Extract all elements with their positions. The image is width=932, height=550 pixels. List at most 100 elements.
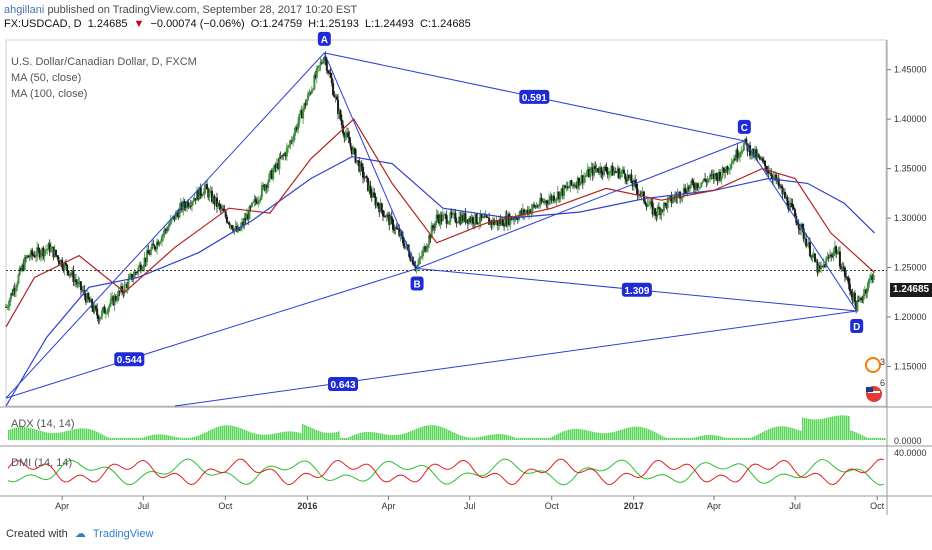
candle-body — [568, 187, 571, 189]
flag-canton — [866, 387, 873, 392]
adx-bar — [246, 430, 248, 440]
adx-bar — [72, 429, 74, 440]
candle-body — [851, 294, 854, 301]
candle-body — [770, 172, 773, 177]
candle-body — [416, 264, 419, 267]
adx-bar — [714, 435, 716, 440]
adx-bar — [794, 428, 796, 440]
adx-bar — [90, 429, 92, 440]
open-value: O:1.24759 — [250, 18, 303, 30]
adx-bar — [492, 434, 494, 440]
adx-bar — [818, 419, 820, 440]
candle-body — [720, 176, 723, 181]
symbol-label[interactable]: FX:USDCAD, D — [4, 18, 82, 30]
candle-body — [309, 92, 312, 94]
candle-body — [867, 280, 870, 288]
adx-bar — [574, 428, 576, 440]
dmi-legend[interactable]: DMI (14, 14) — [11, 457, 73, 469]
events-badge[interactable]: 3 6 — [865, 357, 885, 402]
harmonic-pattern[interactable]: A B C D 0.544 0.591 1.309 0.643 — [5, 31, 864, 407]
adx-bar — [560, 432, 562, 440]
candle-body — [757, 154, 760, 157]
candle-body — [615, 171, 618, 173]
adx-bar — [540, 438, 542, 440]
candle-body — [516, 218, 519, 220]
tradingview-logo-icon: ☁ — [74, 528, 86, 540]
adx-bar — [878, 438, 880, 440]
adx-bar — [238, 427, 240, 440]
candle-body — [103, 306, 106, 314]
candle-body — [861, 299, 864, 301]
author-link[interactable]: ahgillani — [4, 4, 45, 16]
adx-bar — [132, 438, 134, 440]
adx-bar — [164, 434, 166, 440]
candle-body — [791, 203, 794, 208]
adx-bar — [54, 433, 56, 440]
adx-bar — [490, 434, 492, 440]
candle-body — [520, 210, 523, 215]
candle-body — [729, 168, 732, 170]
pattern-point-d-box — [850, 319, 864, 334]
candle-body — [657, 207, 660, 209]
candle-body — [249, 206, 252, 208]
adx-bar — [804, 417, 806, 440]
candle-body — [702, 178, 705, 182]
adx-bar — [398, 434, 400, 440]
adx-bar — [382, 433, 384, 440]
candle-body — [62, 267, 65, 271]
adx-bar — [726, 438, 728, 440]
candle-body — [384, 216, 387, 218]
price-axis[interactable]: 1.45000 1.40000 1.35000 1.30000 1.25000 1.200… — [887, 65, 927, 372]
adx-bar — [444, 428, 446, 440]
candle-body — [842, 267, 845, 269]
adx-bar — [564, 430, 566, 440]
candle-body — [496, 220, 499, 226]
adx-bar — [328, 432, 330, 440]
adx-bar — [78, 428, 80, 440]
adx-bar — [252, 432, 254, 440]
events-icon[interactable] — [865, 357, 881, 373]
candle-body — [354, 149, 357, 163]
adx-bar — [92, 430, 94, 440]
candle-body — [324, 56, 327, 60]
candle-body — [420, 256, 423, 258]
candle-body — [262, 184, 265, 186]
candle-body — [444, 214, 447, 216]
adx-bar — [750, 437, 752, 440]
candle-body — [213, 196, 216, 205]
candle-body — [154, 248, 157, 250]
adx-bar — [418, 427, 420, 440]
adx-bar — [340, 438, 342, 440]
candle-body — [619, 172, 622, 179]
adx-bar — [450, 431, 452, 440]
candle-body — [499, 220, 502, 224]
candle-body — [118, 291, 121, 293]
flag-stripe — [868, 391, 880, 393]
candle-body — [303, 103, 306, 110]
candle-body — [601, 173, 604, 176]
candle-body — [335, 96, 338, 100]
candle-body — [243, 218, 246, 226]
adx-bar — [672, 438, 674, 440]
time-tick-label: Apr — [707, 501, 721, 511]
time-axis[interactable]: Apr Jul Oct 2016 Apr Jul Oct 2017 Apr Jul Oct — [55, 496, 885, 511]
adx-bar — [266, 434, 268, 440]
adx-bar — [28, 427, 30, 440]
adx-bar — [592, 431, 594, 440]
candle-body — [93, 305, 96, 312]
candle-body — [133, 272, 136, 277]
candle-body — [536, 205, 539, 207]
tradingview-link[interactable]: TradingView — [92, 528, 154, 540]
adx-bar — [674, 438, 676, 440]
adx-legend[interactable]: ADX (14, 14) — [11, 418, 75, 430]
ma100-legend[interactable]: MA (100, close) — [11, 88, 88, 100]
adx-bar — [698, 436, 700, 440]
adx-bar — [300, 433, 302, 440]
candle-body — [737, 156, 740, 159]
adx-bar — [108, 437, 110, 440]
adx-bar — [464, 436, 466, 440]
adx-bar — [702, 435, 704, 440]
ma50-legend[interactable]: MA (50, close) — [11, 72, 82, 84]
candle-body — [677, 191, 680, 195]
